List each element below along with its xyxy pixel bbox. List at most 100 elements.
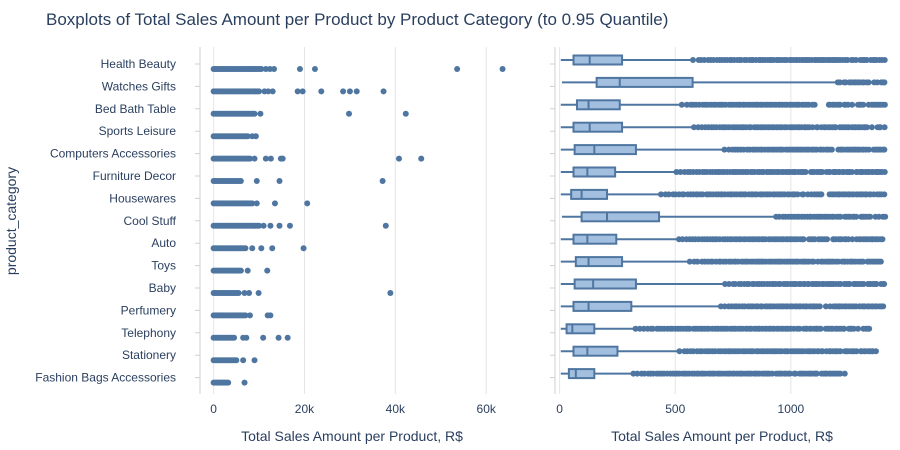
box-iqr xyxy=(572,121,624,133)
strip-point xyxy=(276,178,283,184)
box-outlier xyxy=(868,124,875,131)
strip-row xyxy=(210,357,258,364)
right-x-tick-label: 1000 xyxy=(778,402,805,416)
strip-row xyxy=(210,178,386,184)
strip-point xyxy=(267,155,274,162)
strip-point xyxy=(258,245,265,252)
box-outlier xyxy=(837,101,844,108)
strip-point xyxy=(276,222,283,229)
box-row xyxy=(560,99,888,111)
box-outlier xyxy=(881,146,888,153)
strip-point xyxy=(260,334,267,341)
box-outlier xyxy=(881,57,888,63)
box-row xyxy=(560,323,873,335)
strip-point xyxy=(346,110,353,117)
y-tick-label: Telephony xyxy=(121,326,176,340)
box-outlier xyxy=(881,169,888,175)
strip-point xyxy=(249,200,256,207)
box-outlier xyxy=(877,258,884,265)
strip-point xyxy=(382,222,389,229)
strip-point xyxy=(267,222,274,229)
box-outlier xyxy=(824,236,831,243)
box-outlier xyxy=(881,191,888,198)
right-x-tick-label: 0 xyxy=(556,402,563,416)
box-outlier xyxy=(813,370,820,377)
y-tick-label: Perfumery xyxy=(121,303,176,317)
box-outlier xyxy=(721,146,728,153)
strip-point xyxy=(253,178,260,184)
box-outlier xyxy=(837,370,844,377)
strip-point xyxy=(246,290,253,296)
strip-point xyxy=(304,200,311,207)
box-iqr xyxy=(572,233,618,245)
box-outlier xyxy=(690,57,697,63)
box-outlier xyxy=(881,79,888,86)
box-row xyxy=(561,76,888,88)
strip-point xyxy=(353,88,360,95)
box-iqr xyxy=(573,144,637,156)
box-outlier xyxy=(850,325,857,332)
strip-point xyxy=(265,88,272,95)
strip-point xyxy=(262,155,269,162)
box-row xyxy=(560,233,886,245)
strip-row xyxy=(210,222,389,229)
y-tick-label: Furniture Decor xyxy=(93,169,176,183)
box-outlier xyxy=(786,370,793,377)
strip-point xyxy=(233,357,240,364)
box-plot-panel: 0 500 1000 xyxy=(550,47,889,416)
box-outlier xyxy=(881,281,888,287)
strip-point xyxy=(257,110,264,117)
strip-point xyxy=(284,334,291,341)
right-x-axis-label: Total Sales Amount per Product, R$ xyxy=(611,428,833,444)
strip-point xyxy=(300,245,307,252)
strip-row xyxy=(210,290,394,296)
box-outlier xyxy=(867,213,874,220)
box-outlier xyxy=(817,325,824,332)
box-outlier xyxy=(849,236,856,243)
left-x-axis-label: Total Sales Amount per Product, R$ xyxy=(241,428,463,444)
box-row xyxy=(560,144,888,156)
box-outlier xyxy=(649,325,656,332)
box-outlier xyxy=(865,146,872,153)
box-outlier xyxy=(686,258,693,265)
y-tick-label: Watches Gifts xyxy=(102,79,176,93)
strip-point xyxy=(256,88,263,95)
box-iqr xyxy=(570,188,609,200)
box-outlier xyxy=(860,281,867,287)
box-iqr xyxy=(567,368,596,380)
y-tick-label: Baby xyxy=(149,281,176,295)
box-outlier xyxy=(802,169,809,175)
strip-point xyxy=(244,133,251,140)
box-row xyxy=(560,188,888,200)
box-row xyxy=(560,368,848,380)
strip-point xyxy=(241,290,248,296)
strip-point xyxy=(275,334,282,341)
box-outlier xyxy=(690,124,697,131)
strip-point xyxy=(246,155,253,162)
strip-point xyxy=(269,245,276,252)
box-iqr xyxy=(572,300,633,312)
box-iqr xyxy=(575,99,621,111)
box-outlier xyxy=(846,281,853,287)
y-tick-label: Stationery xyxy=(122,348,176,362)
box-outlier xyxy=(800,191,807,198)
box-outlier xyxy=(852,57,859,63)
strip-point xyxy=(296,66,303,72)
box-outlier xyxy=(837,348,844,355)
strip-point xyxy=(244,267,251,274)
strip-point xyxy=(454,66,461,72)
box-outlier xyxy=(872,348,879,355)
strip-point xyxy=(379,178,386,184)
y-tick-label: Toys xyxy=(151,259,176,273)
box-outlier xyxy=(879,236,886,243)
box-row xyxy=(560,54,888,66)
y-tick-label: Bed Bath Table xyxy=(95,102,177,116)
strip-row xyxy=(210,379,248,386)
strip-row xyxy=(210,267,271,274)
strip-point xyxy=(395,155,402,162)
strip-point xyxy=(251,155,258,162)
box-row xyxy=(560,278,888,290)
y-tick-label: Cool Stuff xyxy=(124,214,177,228)
strip-point xyxy=(235,290,242,296)
